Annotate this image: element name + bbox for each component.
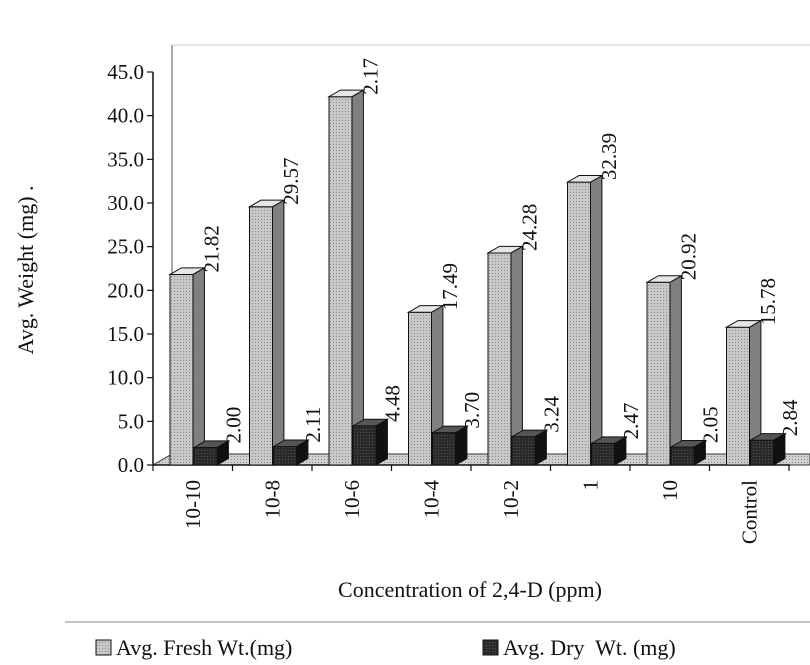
bar-top: [589, 436, 628, 444]
bar-front: [328, 96, 353, 466]
bar-top: [748, 433, 787, 441]
x-tick-label: 10-4: [419, 480, 443, 519]
bar-side: [192, 266, 205, 466]
y-tick-label: 35.0: [107, 147, 144, 171]
x-tick-label: 1: [578, 480, 602, 491]
bar-front: [591, 442, 615, 466]
bar-front: [726, 326, 750, 466]
y-tick-label: 30.0: [107, 191, 144, 215]
bar-top: [645, 275, 684, 283]
bar-front: [273, 446, 297, 466]
chart-axes: 0.0 5.0 10.0 15.0 20.0 25.0 30.0 35.0 40.0 45.0 10…: [107, 44, 810, 544]
bar-front: [750, 439, 774, 466]
bar-top: [271, 439, 310, 448]
data-label-fresh: 17.49: [438, 263, 462, 310]
y-axis-title: Avg. Weight (mg) .: [13, 185, 38, 354]
bar-dry: [589, 435, 628, 466]
bar-top: [327, 89, 366, 98]
x-axis-title: Concentration of 2,4-D (ppm): [338, 577, 602, 602]
bar-top: [565, 175, 604, 183]
x-tick-label: 10-10: [181, 480, 205, 529]
bar-side: [272, 199, 285, 466]
bar-dry: [669, 439, 708, 466]
bar-front: [249, 206, 273, 466]
data-label-dry: 2.84: [778, 399, 802, 436]
data-label-fresh: 32.39: [597, 133, 621, 180]
bar-fresh: [565, 174, 604, 466]
bar-front: [511, 436, 536, 466]
bar-dry: [430, 425, 469, 466]
bar-front: [567, 181, 591, 466]
bar-top: [486, 245, 525, 254]
bar-fresh: [168, 266, 207, 466]
data-label-fresh: 29.57: [279, 158, 303, 205]
y-tick-label: 15.0: [107, 322, 144, 346]
legend-label-fresh: Avg. Fresh Wt.(mg): [116, 635, 292, 660]
legend-swatch-dry: [482, 639, 499, 656]
bar-top: [430, 425, 469, 434]
data-label-dry: 2.11: [301, 407, 325, 443]
bar-fresh: [327, 89, 366, 466]
bar-layer: [168, 89, 787, 466]
bar-fresh: [724, 319, 763, 466]
bar-front: [352, 425, 377, 466]
bar-top: [168, 267, 207, 275]
y-tick-label: 10.0: [107, 366, 144, 390]
data-label-dry: 2.05: [698, 406, 722, 443]
y-tick-label: 45.0: [107, 60, 144, 84]
y-tick-label: 0.0: [118, 453, 144, 477]
bar-side: [375, 418, 388, 466]
legend-swatch-fresh: [95, 639, 112, 656]
bar-top: [510, 429, 549, 438]
bar-fresh: [645, 274, 684, 466]
data-label-dry: 4.48: [380, 385, 404, 422]
bar-fresh: [406, 304, 445, 466]
bar-front: [193, 447, 218, 466]
bar-top: [406, 305, 445, 313]
bar-dry: [748, 432, 787, 466]
bar-top: [669, 439, 708, 448]
legend: Avg. Fresh Wt.(mg) Avg. Dry Wt. (mg): [95, 635, 676, 660]
bar-dry: [351, 418, 390, 466]
data-label-dry: 2.00: [221, 407, 245, 444]
bar-front: [646, 281, 671, 466]
bar-front: [408, 311, 432, 466]
bar-side: [590, 174, 603, 466]
bar-dry: [271, 439, 310, 466]
bar-front: [487, 252, 512, 466]
bar-dry: [510, 429, 549, 466]
bar-top: [247, 199, 286, 208]
legend-label-dry: Avg. Dry Wt. (mg): [503, 635, 676, 660]
bar-side: [351, 89, 364, 466]
bar-front: [169, 273, 194, 466]
bar-front: [670, 446, 695, 466]
x-tick-label: Control: [737, 480, 761, 544]
data-label-dry: 3.24: [539, 395, 563, 432]
data-label-fresh: 24.28: [517, 204, 541, 251]
data-label-fresh: 15.78: [756, 278, 780, 325]
data-label-dry: 2.47: [619, 403, 643, 440]
bar-fresh: [486, 245, 525, 466]
bar-top: [192, 440, 231, 449]
y-tick-label: 40.0: [107, 104, 144, 128]
bar-top: [351, 418, 390, 427]
data-label-layer: 21.82 2.00 29.57 2.11 2.17 4.48 17.49 3.70 24.28…: [199, 58, 802, 444]
bar-side: [669, 274, 682, 466]
y-tick-label: 20.0: [107, 278, 144, 302]
data-label-fresh: 2.17: [358, 58, 382, 95]
x-tick-label: 10: [658, 480, 682, 501]
y-tick-label: 5.0: [118, 409, 144, 433]
x-tick-label: 10-6: [340, 480, 364, 519]
y-tick-label: 25.0: [107, 235, 144, 259]
bar-fresh: [247, 199, 286, 466]
data-label-dry: 3.70: [460, 392, 484, 429]
x-tick-label: 10-8: [260, 480, 284, 519]
bar-top: [724, 320, 763, 328]
data-label-fresh: 21.82: [199, 225, 223, 272]
data-label-fresh: 20.92: [676, 233, 700, 280]
bar-dry: [192, 440, 231, 466]
bar-front: [432, 432, 456, 466]
x-tick-label: 10-2: [499, 480, 523, 519]
